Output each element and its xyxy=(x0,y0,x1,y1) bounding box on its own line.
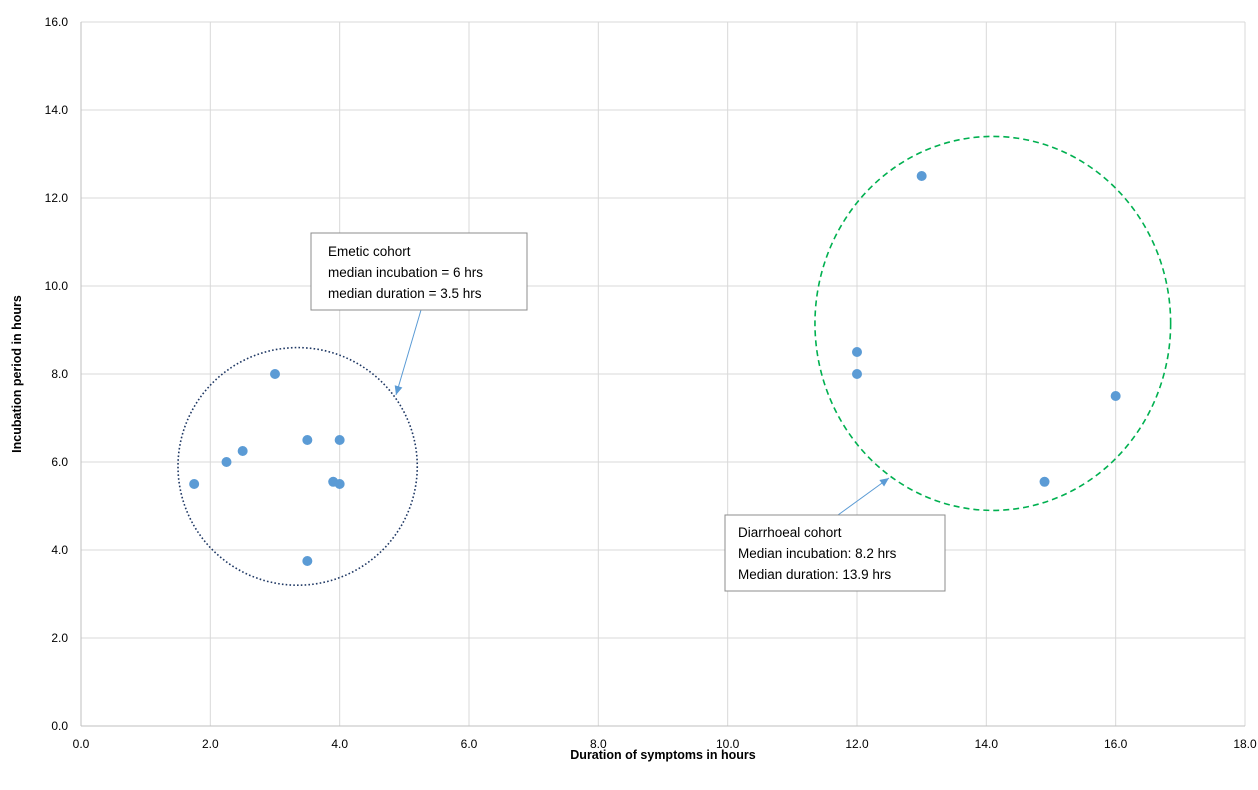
data-point xyxy=(302,556,313,566)
y-tick-label: 16.0 xyxy=(45,15,69,29)
y-axis-title: Incubation period in hours xyxy=(10,295,24,453)
diarrhoeal-arrow xyxy=(837,477,890,516)
data-point xyxy=(916,171,927,181)
emetic-arrow-head xyxy=(394,385,403,395)
data-point xyxy=(1039,476,1050,487)
data-point xyxy=(237,446,248,456)
diarrhoeal-annotation-line-2: Median incubation: 8.2 hrs xyxy=(738,546,897,561)
data-point xyxy=(221,457,232,467)
data-point xyxy=(1110,391,1121,401)
data-point xyxy=(334,435,345,445)
diarrhoeal-annotation: Diarrhoeal cohort Median incubation: 8.2… xyxy=(724,514,946,592)
diarrhoeal-annotation-line-1: Diarrhoeal cohort xyxy=(738,525,842,540)
y-tick-label: 0.0 xyxy=(51,719,68,733)
annotation-arrows xyxy=(394,309,890,516)
x-tick-label: 0.0 xyxy=(73,737,90,751)
emetic-annotation-box xyxy=(310,232,528,311)
x-tick-label: 18.0 xyxy=(1233,737,1257,751)
cohort-circles xyxy=(177,135,1172,586)
data-point xyxy=(852,369,862,379)
x-tick-label: 12.0 xyxy=(845,737,869,751)
x-axis-title: Duration of symptoms in hours xyxy=(570,748,755,762)
data-point xyxy=(189,479,200,489)
x-tick-label: 8.0 xyxy=(590,737,607,751)
data-point xyxy=(852,347,862,357)
data-point xyxy=(270,369,280,379)
emetic-annotation-line-1: Emetic cohort xyxy=(328,244,411,259)
y-tick-label: 10.0 xyxy=(45,279,69,293)
data-points xyxy=(189,171,1121,566)
diarrhoeal-arrow-head xyxy=(879,478,889,487)
diarrhoeal-annotation-box xyxy=(724,514,946,592)
emetic-cohort-circle xyxy=(177,346,419,586)
y-tick-labels: 0.0 2.0 4.0 6.0 8.0 10.0 12.0 14.0 16.0 xyxy=(45,15,69,733)
x-tick-label: 14.0 xyxy=(975,737,999,751)
diarrhoeal-cohort-circle xyxy=(814,135,1172,512)
diarrhoeal-annotation-line-3: Median duration: 13.9 hrs xyxy=(738,567,891,582)
axes xyxy=(80,22,1245,727)
data-point xyxy=(302,435,313,445)
data-point xyxy=(334,479,345,489)
x-tick-label: 4.0 xyxy=(331,737,348,751)
y-tick-label: 4.0 xyxy=(51,543,68,557)
emetic-annotation: Emetic cohort median incubation = 6 hrs … xyxy=(310,232,528,311)
y-tick-label: 12.0 xyxy=(45,191,69,205)
x-tick-label: 10.0 xyxy=(716,737,740,751)
x-tick-label: 6.0 xyxy=(461,737,478,751)
x-tick-labels: 0.0 2.0 4.0 6.0 8.0 10.0 12.0 14.0 16.0 18.0 xyxy=(73,737,1257,751)
y-tick-label: 8.0 xyxy=(51,367,68,381)
x-tick-label: 16.0 xyxy=(1104,737,1128,751)
x-tick-label: 2.0 xyxy=(202,737,219,751)
emetic-annotation-line-2: median incubation = 6 hrs xyxy=(328,265,483,280)
y-tick-label: 14.0 xyxy=(45,103,69,117)
y-tick-label: 2.0 xyxy=(51,631,68,645)
emetic-annotation-line-3: median duration = 3.5 hrs xyxy=(328,286,482,301)
y-tick-label: 6.0 xyxy=(51,455,68,469)
emetic-arrow xyxy=(395,309,422,396)
